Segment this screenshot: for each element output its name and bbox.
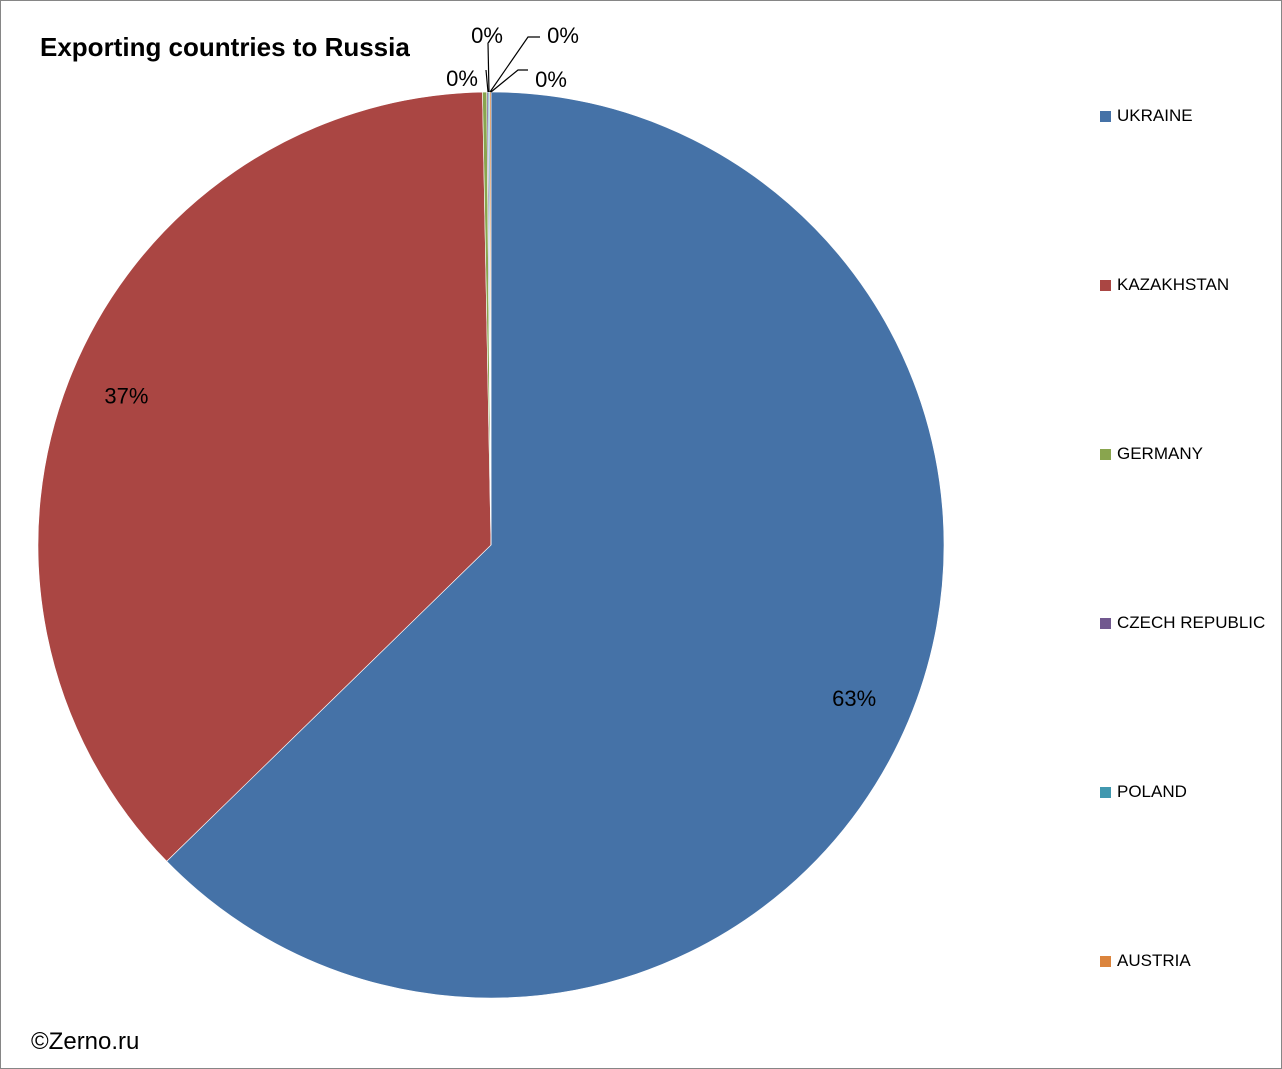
data-label-germany: 0% [446, 66, 478, 91]
legend-swatch [1100, 617, 1111, 629]
legend-label: GERMANY [1117, 444, 1203, 463]
pie-slice-ukraine [166, 91, 945, 999]
legend-swatch [1100, 279, 1111, 291]
leader-line-austria [490, 69, 528, 93]
legend-item-ukraine: UKRAINE [1100, 106, 1193, 126]
data-label-austria: 0% [535, 67, 567, 92]
leader-line-poland [489, 36, 540, 93]
copyright-credit: ©Zerno.ru [31, 1028, 140, 1055]
legend-swatch [1100, 786, 1111, 798]
leader-line-germany [485, 69, 489, 93]
legend-label: CZECH REPUBLIC [1117, 613, 1266, 632]
legend-item-germany: GERMANY [1100, 444, 1203, 464]
data-label-kazakhstan: 37% [104, 383, 148, 408]
legend-swatch [1100, 955, 1111, 967]
data-label-poland: 0% [547, 23, 579, 48]
data-label-ukraine: 63% [832, 686, 876, 711]
legend-swatch [1100, 110, 1111, 122]
legend-item-czech-republic: CZECH REPUBLIC [1100, 613, 1265, 633]
legend-swatch [1100, 448, 1111, 460]
pie-slice-kazakhstan [37, 91, 492, 862]
legend-label: KAZAKHSTAN [1117, 275, 1230, 294]
legend-label: POLAND [1117, 782, 1187, 801]
leader-line-czech-republic [487, 42, 490, 93]
legend-label: AUSTRIA [1117, 951, 1191, 970]
legend-label: UKRAINE [1117, 106, 1193, 125]
legend-item-kazakhstan: KAZAKHSTAN [1100, 275, 1229, 295]
legend-item-austria: AUSTRIA [1100, 951, 1191, 971]
chart-title: Exporting countries to Russia [40, 32, 410, 62]
data-label-czech-republic: 0% [471, 23, 503, 48]
legend-item-poland: POLAND [1100, 782, 1187, 802]
